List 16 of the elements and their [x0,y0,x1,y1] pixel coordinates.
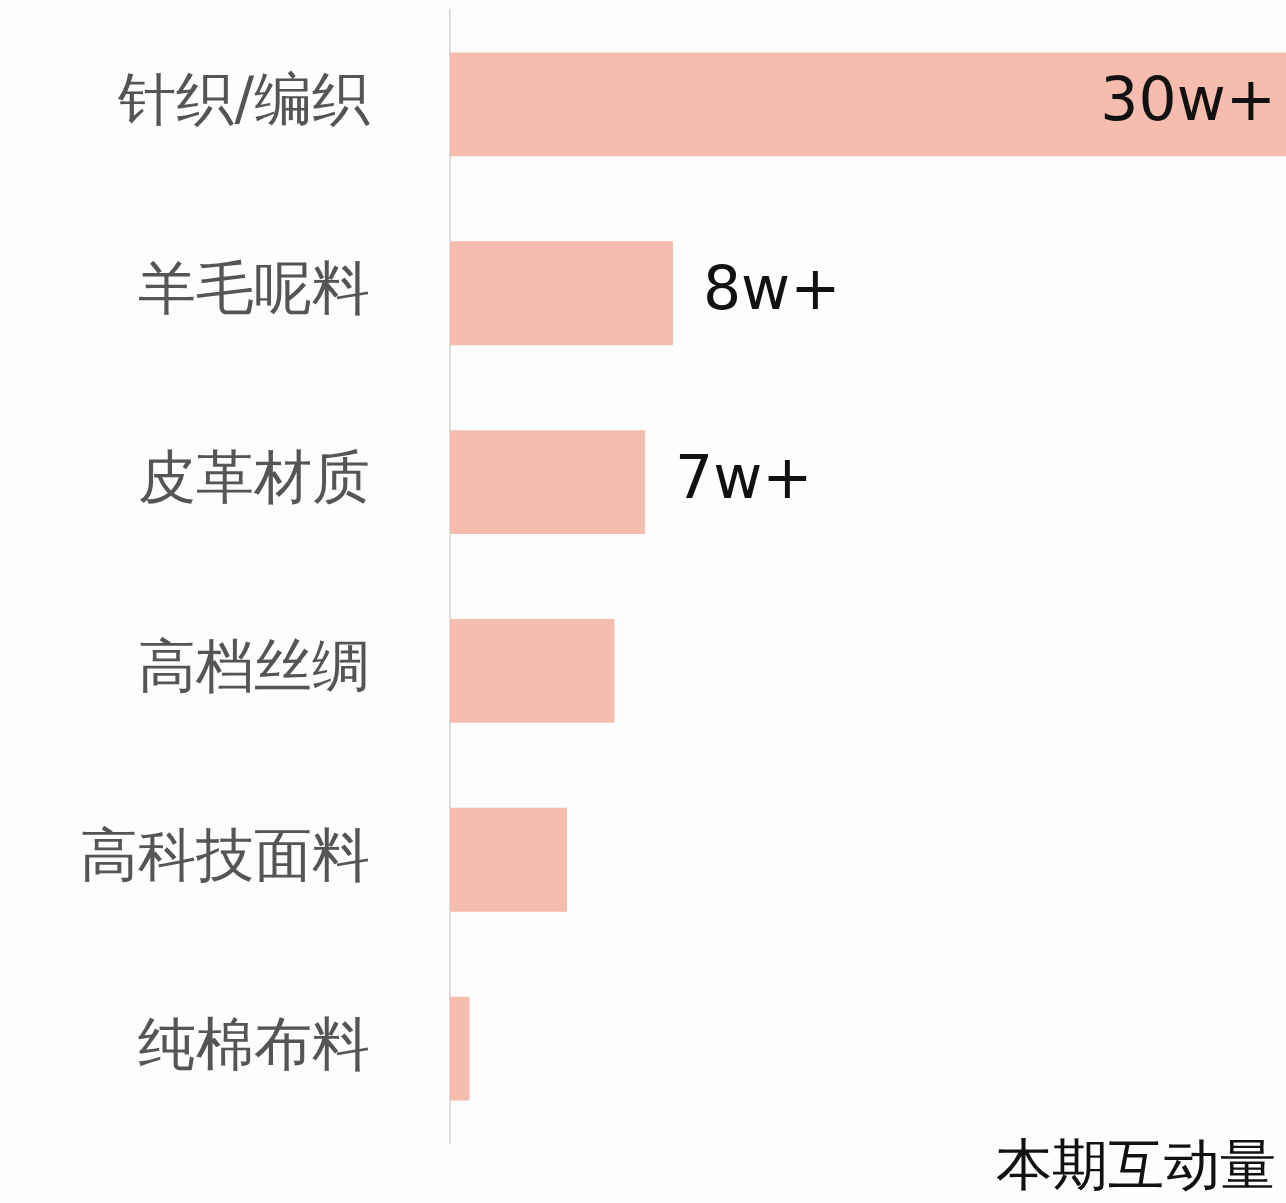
bar [450,241,673,346]
data-label: 7w+ [675,441,813,512]
bar [450,807,568,912]
bar [450,996,470,1101]
bar [450,52,1286,157]
bar [450,430,646,535]
bar [450,618,615,723]
data-label: 8w+ [702,252,841,323]
y-tick-label: 针织/编织 [117,65,370,134]
annotation: 本期互动量 [996,1131,1276,1197]
data-label: 30w+ [1100,64,1276,135]
y-tick-label: 羊毛呢料 [138,254,370,323]
y-tick-label: 纯棉布料 [138,1009,370,1078]
y-tick-label: 高科技面料 [80,820,370,889]
y-tick-label: 皮革材质 [138,443,370,512]
y-tick-label: 高档丝绸 [138,631,370,700]
